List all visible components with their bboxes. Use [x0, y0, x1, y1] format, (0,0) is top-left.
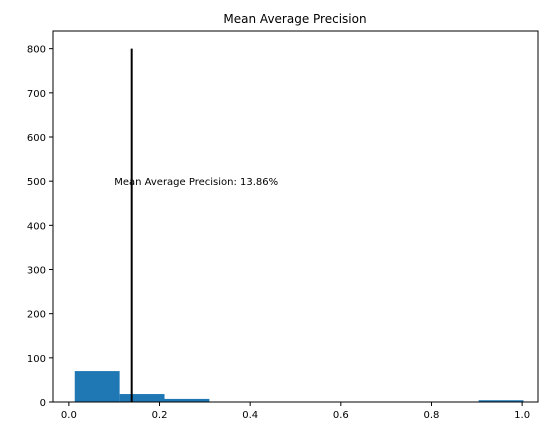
x-tick-label: 0.8 [424, 410, 440, 421]
y-axis: 0 100 200 300 400 500 600 700 800 [27, 45, 53, 409]
x-tick-label: 0.2 [152, 410, 168, 421]
x-tick-label: 0.4 [242, 410, 258, 421]
y-tick-label: 300 [27, 266, 46, 277]
y-tick-label: 200 [27, 310, 46, 321]
x-tick-label: 1.0 [514, 410, 530, 421]
histogram-bar-0 [75, 371, 120, 402]
y-tick-label: 800 [27, 45, 46, 56]
y-tick-label: 500 [27, 177, 46, 188]
y-tick-label: 0 [40, 398, 46, 409]
x-axis: 0.0 0.2 0.4 0.6 0.8 1.0 [61, 402, 530, 421]
annotation-group: Mean Average Precision: 13.86% [114, 177, 278, 188]
y-tick-label: 700 [27, 89, 46, 100]
x-tick-label: 0.6 [333, 410, 349, 421]
bars-group [75, 371, 524, 402]
x-tick-label: 0.0 [61, 410, 77, 421]
chart-title: Mean Average Precision [223, 12, 366, 26]
y-tick-label: 600 [27, 133, 46, 144]
mean-annotation: Mean Average Precision: 13.86% [114, 177, 278, 188]
y-tick-label: 100 [27, 354, 46, 365]
plot-frame [53, 31, 538, 402]
histogram-bar-1 [120, 394, 165, 402]
y-tick-label: 400 [27, 221, 46, 232]
